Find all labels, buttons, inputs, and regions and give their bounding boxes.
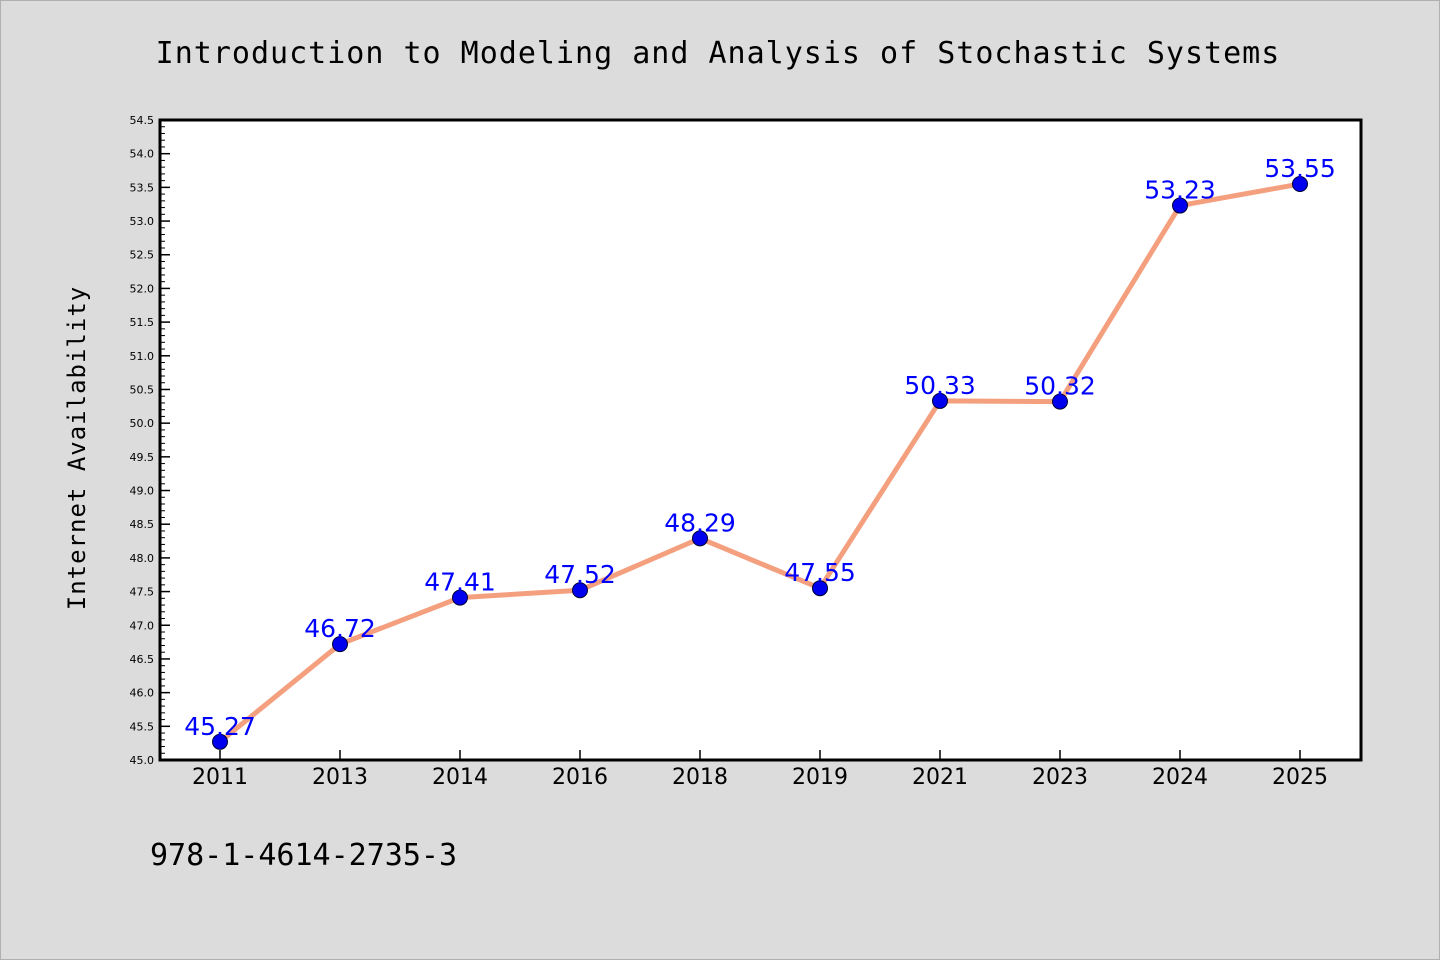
y-tick-label: 48.0 bbox=[130, 552, 155, 565]
data-point bbox=[212, 733, 228, 750]
y-tick-label: 53.0 bbox=[130, 215, 155, 228]
x-tick-label: 2025 bbox=[1272, 765, 1328, 790]
y-tick-label: 53.5 bbox=[130, 181, 155, 194]
y-tick-label: 46.5 bbox=[130, 653, 155, 666]
x-tick-label: 2024 bbox=[1152, 765, 1208, 790]
x-tick-label: 2021 bbox=[912, 765, 968, 790]
data-point bbox=[572, 582, 588, 599]
y-tick-label: 52.0 bbox=[130, 282, 155, 295]
y-tick-label: 52.5 bbox=[130, 249, 155, 262]
y-tick-label: 49.0 bbox=[130, 485, 155, 498]
data-label: 50.33 bbox=[904, 371, 976, 400]
data-point bbox=[1292, 176, 1308, 192]
y-tick-label: 47.5 bbox=[130, 586, 155, 599]
y-tick-label: 50.0 bbox=[130, 417, 155, 430]
y-tick-label: 47.0 bbox=[130, 619, 155, 632]
data-point bbox=[812, 580, 828, 597]
data-label: 45.27 bbox=[184, 712, 256, 741]
data-point bbox=[692, 530, 708, 547]
data-label: 46.72 bbox=[304, 614, 376, 643]
x-tick-label: 2023 bbox=[1032, 765, 1088, 790]
y-tick-label: 49.5 bbox=[130, 451, 155, 464]
plot-area bbox=[160, 120, 1361, 760]
data-label: 48.29 bbox=[664, 508, 736, 537]
data-point bbox=[1052, 393, 1068, 410]
y-tick-label: 54.0 bbox=[130, 148, 155, 161]
x-tick-label: 2019 bbox=[792, 765, 848, 790]
y-tick-label: 45.5 bbox=[130, 720, 155, 733]
x-tick-label: 2016 bbox=[552, 765, 608, 790]
data-label: 50.32 bbox=[1024, 372, 1096, 401]
data-markers bbox=[212, 176, 1308, 750]
y-axis-ticks: 45.0 45.5 46.0 46.5 47.0 47.5 48.0 48.5 49.0 49.5… bbox=[130, 114, 170, 767]
y-tick-label: 51.5 bbox=[130, 316, 155, 329]
y-tick-label: 48.5 bbox=[130, 518, 155, 531]
x-tick-label: 2011 bbox=[192, 765, 248, 790]
data-label: 53.55 bbox=[1264, 154, 1336, 183]
data-point bbox=[932, 392, 948, 409]
data-label: 53.23 bbox=[1144, 176, 1216, 205]
data-labels: 45.27 46.72 47.41 47.52 48.29 47.55 50.33 50.32… bbox=[184, 154, 1336, 741]
x-tick-label: 2013 bbox=[312, 765, 368, 790]
series-line bbox=[217, 181, 1303, 745]
data-label: 47.52 bbox=[544, 560, 616, 589]
chart-title: Introduction to Modeling and Analysis of… bbox=[156, 36, 1281, 71]
plot-border bbox=[158, 118, 1363, 762]
y-tick-label: 50.5 bbox=[130, 383, 155, 396]
data-point bbox=[332, 636, 348, 653]
y-tick-label: 54.5 bbox=[130, 114, 155, 127]
data-label: 47.41 bbox=[424, 568, 496, 597]
y-tick-label: 45.0 bbox=[130, 754, 155, 767]
y-axis-label: Internet Availability bbox=[63, 286, 91, 610]
data-label: 47.55 bbox=[784, 558, 856, 587]
x-tick-label: 2014 bbox=[432, 765, 488, 790]
data-point bbox=[1172, 197, 1188, 214]
data-point bbox=[452, 589, 468, 606]
y-tick-label: 46.0 bbox=[130, 687, 155, 700]
footer-isbn: 978-1-4614-2735-3 bbox=[150, 838, 457, 873]
x-tick-label: 2018 bbox=[672, 765, 728, 790]
x-axis-ticks: 2011 2013 2014 2016 2018 2019 2021 2023 2024 2025 bbox=[192, 750, 1328, 790]
y-tick-label: 51.0 bbox=[130, 350, 155, 363]
